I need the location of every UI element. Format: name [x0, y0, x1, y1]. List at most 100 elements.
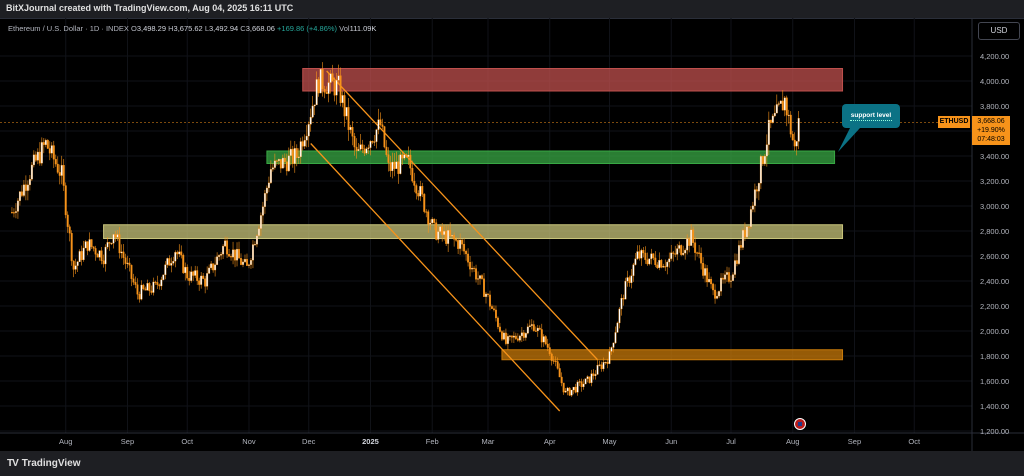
candle-body [28, 179, 31, 186]
candle-body [481, 275, 483, 279]
candle-body [64, 185, 67, 216]
y-tick-label: 2,200.00 [980, 302, 1009, 311]
price-tag-price: 3,668.06 [977, 118, 1005, 126]
candle-body [198, 280, 201, 285]
candle-body [200, 275, 203, 285]
price-tag-symbol: ETHUSD [938, 116, 970, 129]
candle-body [176, 252, 179, 255]
y-tick-label: 1,800.00 [980, 352, 1009, 361]
candle-body [124, 257, 127, 264]
candle-body [722, 277, 724, 280]
candle-body [516, 338, 519, 341]
candle-body [134, 282, 137, 285]
candle-body [94, 248, 97, 255]
candle-body [255, 235, 258, 245]
candle-body [281, 157, 284, 169]
low-label: L [204, 24, 209, 33]
candle-body [606, 361, 609, 364]
candle-body [377, 119, 380, 130]
candle-body [616, 322, 619, 333]
x-tick-label: Sep [848, 437, 861, 446]
candle-body [568, 387, 571, 396]
candle-body [698, 252, 701, 254]
candle-body [582, 383, 585, 387]
currency-button[interactable]: USD [978, 22, 1020, 40]
candle-body [532, 324, 535, 331]
candle-body [463, 244, 466, 252]
candle-body [728, 272, 730, 282]
candle-body [182, 254, 185, 274]
candle-body [118, 234, 121, 254]
candle-body [154, 281, 157, 283]
candle-body [204, 278, 207, 287]
candle-body [289, 148, 292, 156]
candle-body [455, 239, 458, 241]
candle-body [546, 343, 549, 348]
candle-body [166, 258, 169, 265]
candle-body [556, 361, 559, 369]
candle-body [550, 353, 553, 361]
candle-body [232, 249, 234, 258]
candle-body [542, 336, 545, 343]
candle-body [670, 252, 673, 259]
tradingview-logo-text: TradingView [21, 458, 81, 469]
candle-body [540, 329, 543, 343]
zone-zone_orange [501, 349, 844, 361]
candle-body [335, 80, 338, 96]
candle-body [495, 309, 497, 319]
candle-body [162, 274, 165, 280]
candle-body [230, 256, 232, 258]
candle-body [736, 260, 738, 264]
tradingview-logo[interactable]: TV TradingView [7, 458, 81, 469]
candle-body [674, 253, 677, 255]
candle-body [303, 140, 306, 147]
candle-body [405, 154, 408, 157]
candle-body [30, 164, 33, 180]
candle-body [12, 212, 15, 214]
candle-body [40, 142, 43, 164]
candle-body [632, 264, 635, 276]
candle-body [620, 297, 623, 310]
candle-body [658, 260, 661, 269]
candle-body [636, 251, 639, 259]
candle-body [522, 332, 525, 338]
candle-body [216, 256, 219, 265]
high-value: 3,675.62 [173, 24, 203, 33]
candle-body [140, 284, 143, 300]
callout-label: support level [850, 112, 892, 119]
y-tick-label: 2,600.00 [980, 252, 1009, 261]
candle-body [38, 151, 41, 164]
candle-body [46, 140, 49, 149]
candle-body [18, 191, 21, 201]
candle-body [419, 186, 422, 197]
candle-body [566, 387, 569, 392]
candle-body [708, 279, 711, 283]
candle-body [650, 253, 653, 259]
candle-body [257, 228, 260, 236]
candle-body [526, 326, 529, 334]
us-flag-icon[interactable] [794, 418, 806, 430]
candle-body [483, 278, 485, 297]
candle-body [359, 144, 362, 150]
candle-body [441, 226, 444, 235]
candle-body [283, 157, 286, 162]
candle-body [206, 273, 209, 287]
candle-body [431, 218, 434, 224]
candle-body [740, 245, 742, 248]
candle-body [614, 332, 617, 344]
candle-body [142, 284, 145, 290]
candle-body [210, 263, 213, 269]
candle-body [720, 277, 722, 292]
volume-value: 111.09K [349, 24, 377, 33]
candle-body [299, 141, 302, 158]
candle-body [757, 183, 760, 192]
candle-body [562, 382, 565, 393]
candle-body [726, 272, 728, 275]
y-tick-label: 1,600.00 [980, 377, 1009, 386]
channel-line [326, 70, 599, 361]
y-tick-label: 4,200.00 [980, 52, 1009, 61]
candle-body [164, 264, 167, 276]
candle-body [702, 262, 705, 276]
candle-body [331, 73, 334, 82]
